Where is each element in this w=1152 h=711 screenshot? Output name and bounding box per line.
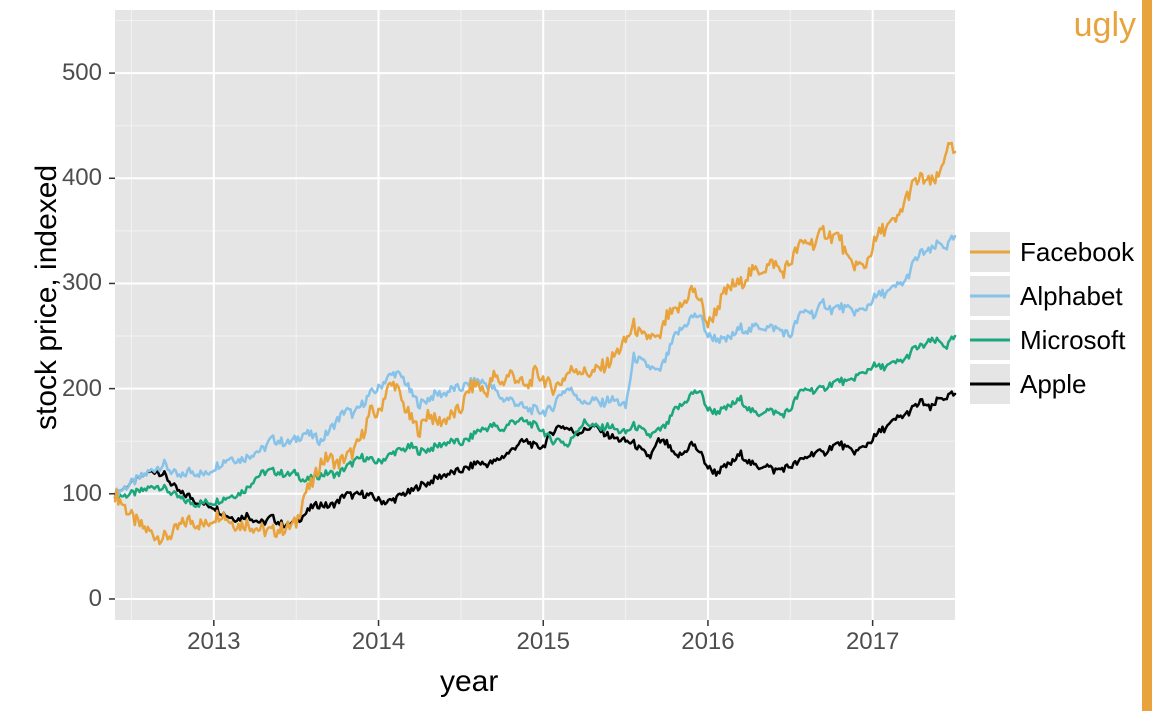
x-tick-label: 2015 — [503, 628, 583, 656]
y-tick-label: 300 — [47, 269, 102, 297]
legend-label: Facebook — [1020, 237, 1134, 268]
legend-key — [970, 232, 1010, 272]
legend-key — [970, 364, 1010, 404]
x-tick-label: 2016 — [668, 628, 748, 656]
y-tick-label: 0 — [47, 585, 102, 613]
legend-key — [970, 276, 1010, 316]
x-tick-label: 2017 — [833, 628, 913, 656]
y-tick-label: 100 — [47, 480, 102, 508]
y-tick-label: 500 — [47, 59, 102, 87]
legend-key — [970, 320, 1010, 360]
x-tick-label: 2014 — [339, 628, 419, 656]
legend-item: Alphabet — [970, 274, 1134, 318]
chart-plot-area — [115, 10, 955, 620]
badge-bar — [1142, 0, 1152, 711]
legend-label: Microsoft — [1020, 325, 1125, 356]
legend-label: Apple — [1020, 369, 1087, 400]
chart-container: stock price, indexed year 01002003004005… — [0, 0, 1152, 711]
legend-label: Alphabet — [1020, 281, 1123, 312]
legend-item: Microsoft — [970, 318, 1134, 362]
x-axis-title: year — [440, 665, 498, 699]
legend-item: Facebook — [970, 230, 1134, 274]
y-tick-label: 400 — [47, 164, 102, 192]
y-tick-label: 200 — [47, 375, 102, 403]
legend-item: Apple — [970, 362, 1134, 406]
badge-label: ugly — [1074, 6, 1136, 45]
x-tick-label: 2013 — [174, 628, 254, 656]
legend: Facebook Alphabet Microsoft Apple — [970, 230, 1134, 406]
